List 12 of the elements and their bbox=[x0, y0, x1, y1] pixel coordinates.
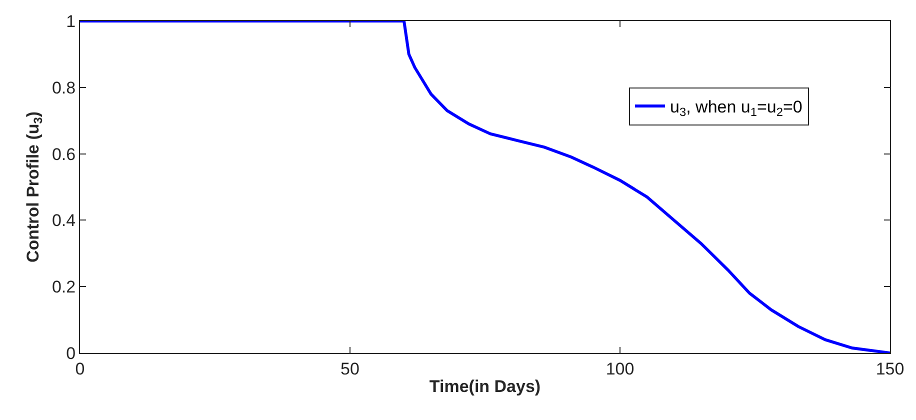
y-tick-label: 1 bbox=[66, 12, 76, 31]
line-series bbox=[80, 21, 890, 353]
y-tick-label: 0 bbox=[66, 344, 76, 363]
y-tick-label: 0.2 bbox=[52, 278, 76, 297]
x-axis-title: Time(in Days) bbox=[429, 376, 541, 396]
legend-label: u$_{3}$, when u$_{1}$=u$_{2}$=0 bbox=[670, 98, 802, 120]
y-tick-label: 0.6 bbox=[52, 144, 76, 164]
y-tick-label: 0.4 bbox=[52, 211, 76, 230]
x-tick-label: 50 bbox=[340, 359, 360, 378]
x-tick-label: 100 bbox=[606, 359, 634, 378]
y-tick-label: 0.8 bbox=[52, 78, 76, 98]
x-tick-label: 150 bbox=[876, 359, 904, 378]
